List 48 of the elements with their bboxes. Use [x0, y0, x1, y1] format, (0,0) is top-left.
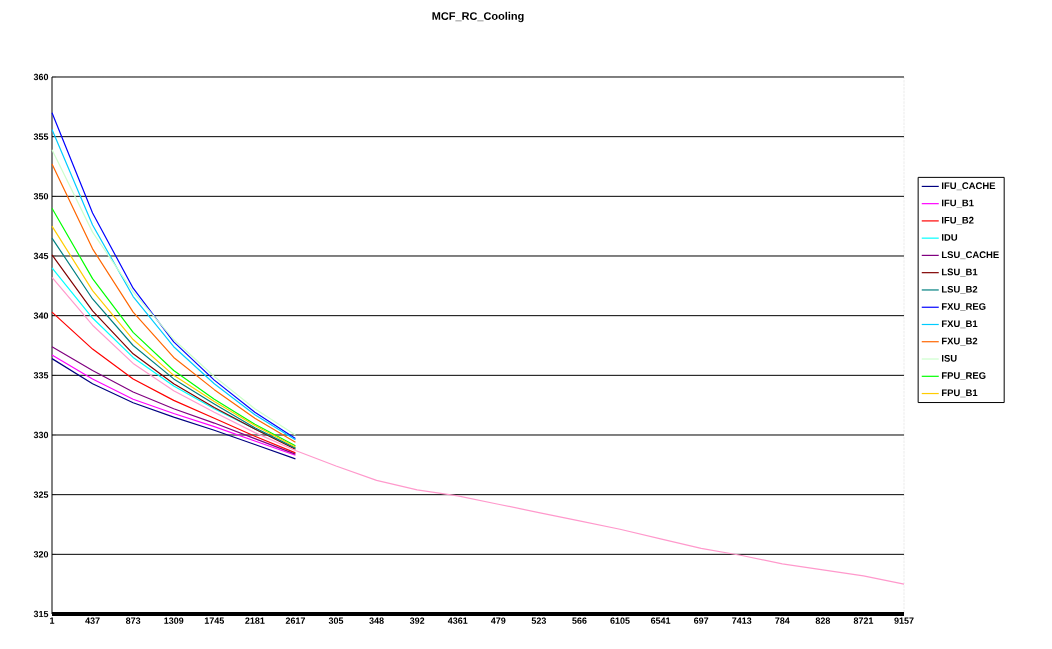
x-tick-label: 784 [775, 617, 790, 624]
x-tick-label: 437 [85, 617, 100, 624]
x-tick-label: 305 [328, 617, 344, 624]
x-tick-label: 1745 [204, 617, 224, 624]
legend-label: FXU_B2 [941, 337, 978, 346]
chart-title: MCF_RC_Cooling [432, 11, 524, 23]
y-tick-label: 345 [33, 252, 49, 260]
y-tick-label: 355 [33, 133, 49, 140]
y-tick-label: 320 [33, 551, 49, 558]
x-tick-label: 523 [531, 617, 547, 624]
x-tick-label: 873 [125, 617, 141, 624]
y-tick-label: 325 [33, 491, 49, 498]
x-tick-label: 4361 [447, 617, 468, 624]
y-tick-label: 340 [33, 312, 49, 319]
legend-label: FXU_B1 [941, 320, 978, 329]
legend-label: FPU_REG [941, 372, 986, 381]
x-tick-label: 828 [815, 617, 831, 624]
x-tick-label: 1309 [164, 617, 184, 624]
x-tick-label: 2617 [285, 617, 306, 624]
legend-label: IDU [941, 234, 958, 241]
x-tick-label: 6105 [610, 617, 630, 624]
line-series [51, 276, 905, 585]
legend-label: LSU_CACHE [941, 251, 999, 260]
x-tick-label: 2181 [245, 617, 265, 624]
legend-label: FXU_REG [941, 303, 986, 311]
y-tick-label: 315 [33, 610, 49, 618]
x-tick-label: 392 [409, 617, 425, 624]
x-tick-label: 7413 [732, 617, 752, 624]
legend-label: IFU_B1 [941, 199, 974, 208]
y-tick-label: 330 [33, 431, 49, 439]
y-tick-label: 350 [33, 193, 49, 200]
x-tick-label: 6541 [650, 617, 671, 624]
x-tick-label: 566 [572, 617, 587, 624]
y-tick-label: 335 [33, 372, 49, 379]
x-tick-label: 1 [50, 617, 55, 624]
legend-label: IFU_CACHE [941, 182, 996, 191]
legend-label: LSU_B2 [941, 285, 978, 294]
legend-label: FPU_B1 [941, 389, 978, 398]
x-tick-label: 8721 [853, 617, 874, 624]
y-tick-label: 360 [33, 73, 49, 81]
legend-label: LSU_B1 [941, 268, 978, 277]
x-tick-label: 348 [369, 617, 384, 624]
legend-label: ISU [941, 354, 957, 362]
legend-label: IFU_B2 [941, 216, 974, 225]
x-tick-label: 697 [694, 617, 709, 624]
x-tick-label: 9157 [894, 617, 914, 624]
x-tick-label: 479 [490, 617, 506, 624]
line-series [51, 311, 297, 454]
